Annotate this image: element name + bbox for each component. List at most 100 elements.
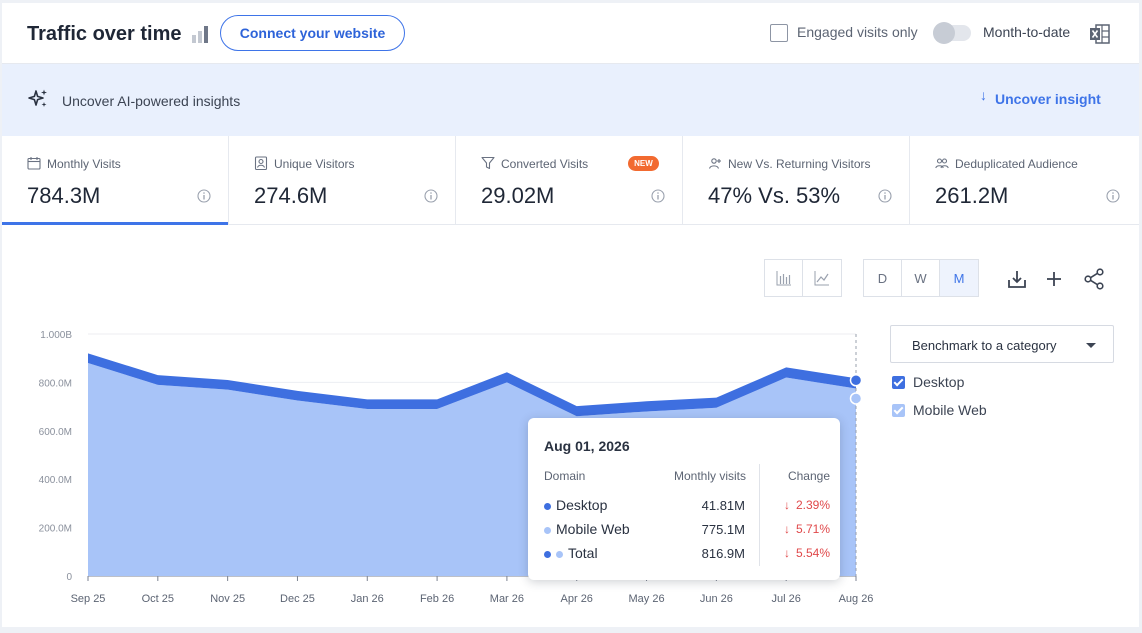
bar-chart-icon xyxy=(776,271,791,286)
metric-value: 784.3M xyxy=(27,183,101,208)
arrow-down-icon: ↓ xyxy=(980,87,987,103)
line-chart-icon xyxy=(814,271,829,286)
info-icon[interactable] xyxy=(651,189,665,203)
people-icon xyxy=(935,158,949,169)
chart-tooltip: Aug 01, 2026 Domain Monthly visits Chang… xyxy=(528,418,840,580)
x-tick-label: Feb 26 xyxy=(420,593,454,605)
legend-label: Desktop xyxy=(913,374,965,390)
y-tick-label: 400.0M xyxy=(39,475,72,486)
sparkle-icon xyxy=(28,89,47,107)
granularity-toggle: D W M xyxy=(863,259,979,297)
info-icon[interactable] xyxy=(878,189,892,203)
arrow-down-icon: ↓ xyxy=(783,498,790,512)
granularity-day-button[interactable]: D xyxy=(864,260,902,296)
tab-converted-visits[interactable]: Converted Visits NEW 29.02M xyxy=(456,136,683,224)
chevron-down-icon xyxy=(1086,343,1096,348)
legend-item-mobile-web[interactable]: Mobile Web xyxy=(892,402,987,418)
series-dot xyxy=(544,551,551,558)
series-dot xyxy=(544,527,551,534)
toggle-knob xyxy=(933,22,955,44)
granularity-month-button[interactable]: M xyxy=(940,260,978,296)
tab-monthly-visits[interactable]: Monthly Visits 784.3M xyxy=(2,136,229,225)
x-tick-label: Mar 26 xyxy=(490,593,524,605)
card-title: Traffic over time xyxy=(27,23,182,45)
tooltip-date: Aug 01, 2026 xyxy=(544,438,630,454)
engaged-visits-label: Engaged visits only xyxy=(797,24,918,40)
tooltip-row-mobile-web: Mobile Web 775.1M ↓ 5.71% xyxy=(544,521,830,541)
legend-label: Mobile Web xyxy=(913,402,987,418)
series-dot xyxy=(556,551,563,558)
plus-icon[interactable] xyxy=(1042,267,1066,291)
tab-deduplicated-audience[interactable]: Deduplicated Audience 261.2M xyxy=(910,136,1137,224)
tooltip-row-name: Total xyxy=(568,545,598,561)
bar-chart-button[interactable] xyxy=(765,260,803,296)
month-to-date-toggle[interactable] xyxy=(933,22,971,44)
info-icon[interactable] xyxy=(424,189,438,203)
x-tick-label: Aug 26 xyxy=(839,593,874,605)
tooltip-divider xyxy=(759,464,760,566)
y-tick-label: 600.0M xyxy=(39,427,72,438)
tooltip-row-visits: 41.81M xyxy=(701,498,745,513)
x-tick-label: May 26 xyxy=(629,593,665,605)
tooltip-row-name: Mobile Web xyxy=(556,521,630,537)
calendar-icon xyxy=(27,157,41,170)
x-tick-label: Nov 25 xyxy=(210,593,245,605)
metric-label: Converted Visits xyxy=(501,157,589,171)
tab-new-vs-returning[interactable]: New Vs. Returning Visitors 47% Vs. 53% xyxy=(683,136,910,224)
tab-unique-visitors[interactable]: Unique Visitors 274.6M xyxy=(229,136,456,224)
legend-checkbox[interactable] xyxy=(892,403,905,417)
x-tick-label: Jul 26 xyxy=(772,593,801,605)
info-icon[interactable] xyxy=(1106,189,1120,203)
benchmark-dropdown[interactable]: Benchmark to a category xyxy=(890,325,1114,363)
x-tick-label: Dec 25 xyxy=(280,593,315,605)
x-tick-label: Jan 26 xyxy=(351,593,384,605)
metric-value: 274.6M xyxy=(254,183,328,208)
line-chart-button[interactable] xyxy=(803,260,841,296)
metric-tabs: Monthly Visits 784.3M Unique Visitors 27… xyxy=(2,136,1139,225)
metric-label: Deduplicated Audience xyxy=(955,157,1078,171)
tooltip-row-change: ↓ 5.71% xyxy=(783,522,830,536)
metric-value: 47% Vs. 53% xyxy=(708,183,841,208)
share-icon[interactable] xyxy=(1082,267,1106,291)
tooltip-row-visits: 816.9M xyxy=(701,546,745,561)
legend-item-desktop[interactable]: Desktop xyxy=(892,374,964,390)
tooltip-row-visits: 775.1M xyxy=(701,522,745,537)
desktop-area xyxy=(88,353,856,417)
x-tick-label: Oct 25 xyxy=(142,593,174,605)
engaged-visits-checkbox[interactable] xyxy=(770,24,788,42)
uncover-insight-link[interactable]: ↓ Uncover insight xyxy=(980,87,1101,107)
info-icon[interactable] xyxy=(197,189,211,203)
tooltip-col-visits: Monthly visits xyxy=(673,469,746,483)
y-tick-label: 200.0M xyxy=(39,524,72,535)
signal-bars-icon xyxy=(192,26,208,43)
tooltip-row-total: Total 816.9M ↓ 5.54% xyxy=(544,545,830,565)
benchmark-label: Benchmark to a category xyxy=(912,338,1057,353)
y-tick-label: 800.0M xyxy=(39,378,72,389)
y-tick-label: 0 xyxy=(66,572,72,583)
tooltip-row-desktop: Desktop 41.81M ↓ 2.39% xyxy=(544,497,830,517)
series-dot xyxy=(544,503,551,510)
desktop-marker xyxy=(849,374,863,387)
month-to-date-label: Month-to-date xyxy=(983,24,1071,40)
legend-checkbox[interactable] xyxy=(892,375,905,389)
banner-text: Uncover AI-powered insights xyxy=(62,93,241,109)
ai-insights-banner: Uncover AI-powered insights ↓ Uncover ins… xyxy=(2,64,1139,136)
person-plus-icon xyxy=(708,158,721,169)
chart-type-toggle xyxy=(764,259,842,297)
tooltip-row-name: Desktop xyxy=(556,497,608,513)
metric-label: New Vs. Returning Visitors xyxy=(728,157,871,171)
card-header: Traffic over time Connect your website E… xyxy=(2,3,1139,64)
x-tick-label: Sep 25 xyxy=(71,593,106,605)
tooltip-row-change: ↓ 2.39% xyxy=(783,498,830,512)
download-icon[interactable] xyxy=(1005,267,1029,291)
x-tick-label: Jun 26 xyxy=(700,593,733,605)
funnel-icon xyxy=(481,156,495,170)
connect-website-button[interactable]: Connect your website xyxy=(220,15,405,51)
excel-export-icon[interactable] xyxy=(1088,22,1112,46)
granularity-week-button[interactable]: W xyxy=(902,260,940,296)
metric-value: 261.2M xyxy=(935,183,1009,208)
traffic-card: Traffic over time Connect your website E… xyxy=(2,3,1139,627)
tooltip-col-change: Change xyxy=(787,469,830,483)
arrow-down-icon: ↓ xyxy=(783,546,790,560)
arrow-down-icon: ↓ xyxy=(783,522,790,536)
